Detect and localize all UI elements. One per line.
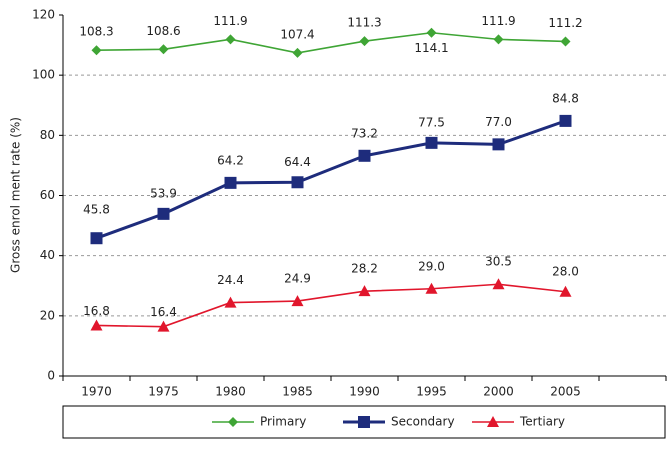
data-point (224, 176, 237, 189)
data-point (358, 149, 371, 162)
y-tick-label: 120 (32, 8, 55, 22)
data-label: 111.9 (481, 14, 515, 28)
legend-label: Secondary (391, 415, 455, 429)
data-label: 73.2 (351, 126, 378, 140)
x-tick-label: 1990 (349, 385, 380, 399)
data-point (91, 45, 102, 56)
x-tick-label: 1970 (81, 385, 112, 399)
legend-box (62, 405, 666, 439)
x-tick-label: 1980 (215, 385, 246, 399)
data-point (426, 27, 437, 38)
data-label: 64.2 (217, 153, 244, 167)
data-point (493, 34, 504, 45)
data-point (90, 232, 103, 245)
data-point (560, 36, 571, 47)
data-label: 16.8 (83, 304, 110, 318)
data-label: 111.3 (347, 16, 381, 30)
data-label: 53.9 (150, 186, 177, 200)
data-label: 24.4 (217, 273, 244, 287)
data-point (492, 138, 505, 151)
series-line (96, 283, 566, 328)
data-point (292, 47, 303, 58)
series-line (95, 119, 566, 240)
y-tick-label: 0 (47, 369, 55, 383)
x-tick-label: 1985 (282, 385, 313, 399)
data-label: 108.6 (146, 24, 180, 38)
data-label: 64.4 (284, 155, 311, 169)
data-label: 28.2 (351, 262, 378, 276)
y-tick-label: 80 (40, 128, 55, 142)
data-point (359, 36, 370, 47)
data-point (425, 136, 438, 149)
data-label: 24.9 (284, 272, 311, 286)
data-label: 77.5 (418, 115, 445, 129)
data-point (559, 285, 572, 297)
data-point (157, 207, 170, 220)
data-label: 84.8 (552, 91, 579, 105)
legend-marker (487, 416, 499, 427)
series-line (96, 31, 566, 54)
data-point (559, 114, 572, 127)
data-point (158, 44, 169, 55)
data-point (492, 278, 505, 290)
y-tick-label: 40 (40, 248, 55, 262)
data-label: 16.4 (150, 305, 177, 319)
legend-marker (228, 417, 238, 427)
legend-marker (358, 416, 370, 428)
y-tick-label: 100 (32, 68, 55, 82)
x-tick-label: 2000 (483, 385, 514, 399)
data-label: 111.9 (213, 14, 247, 28)
data-label: 30.5 (485, 255, 512, 269)
data-point (291, 295, 304, 307)
y-tick-label: 20 (40, 308, 55, 322)
data-label: 107.4 (280, 27, 314, 41)
y-tick-label: 60 (40, 188, 55, 202)
data-point (224, 296, 237, 308)
data-point (90, 319, 103, 331)
data-label: 45.8 (83, 203, 110, 217)
legend-label: Primary (260, 415, 306, 429)
data-point (358, 285, 371, 297)
data-label: 28.0 (552, 264, 579, 278)
data-point (157, 320, 170, 332)
y-axis-label: Gross enrol ment rate (%) (9, 117, 23, 273)
x-tick-label: 2005 (550, 385, 581, 399)
data-point (291, 176, 304, 189)
data-label: 77.0 (485, 115, 512, 129)
legend-label: Tertiary (519, 415, 565, 429)
x-tick-label: 1975 (148, 385, 179, 399)
data-label: 114.1 (414, 41, 448, 55)
data-label: 29.0 (418, 259, 445, 273)
data-label: 111.2 (548, 16, 582, 30)
data-point (425, 282, 438, 294)
data-label: 108.3 (79, 25, 113, 39)
x-tick-label: 1995 (416, 385, 447, 399)
data-point (225, 34, 236, 45)
